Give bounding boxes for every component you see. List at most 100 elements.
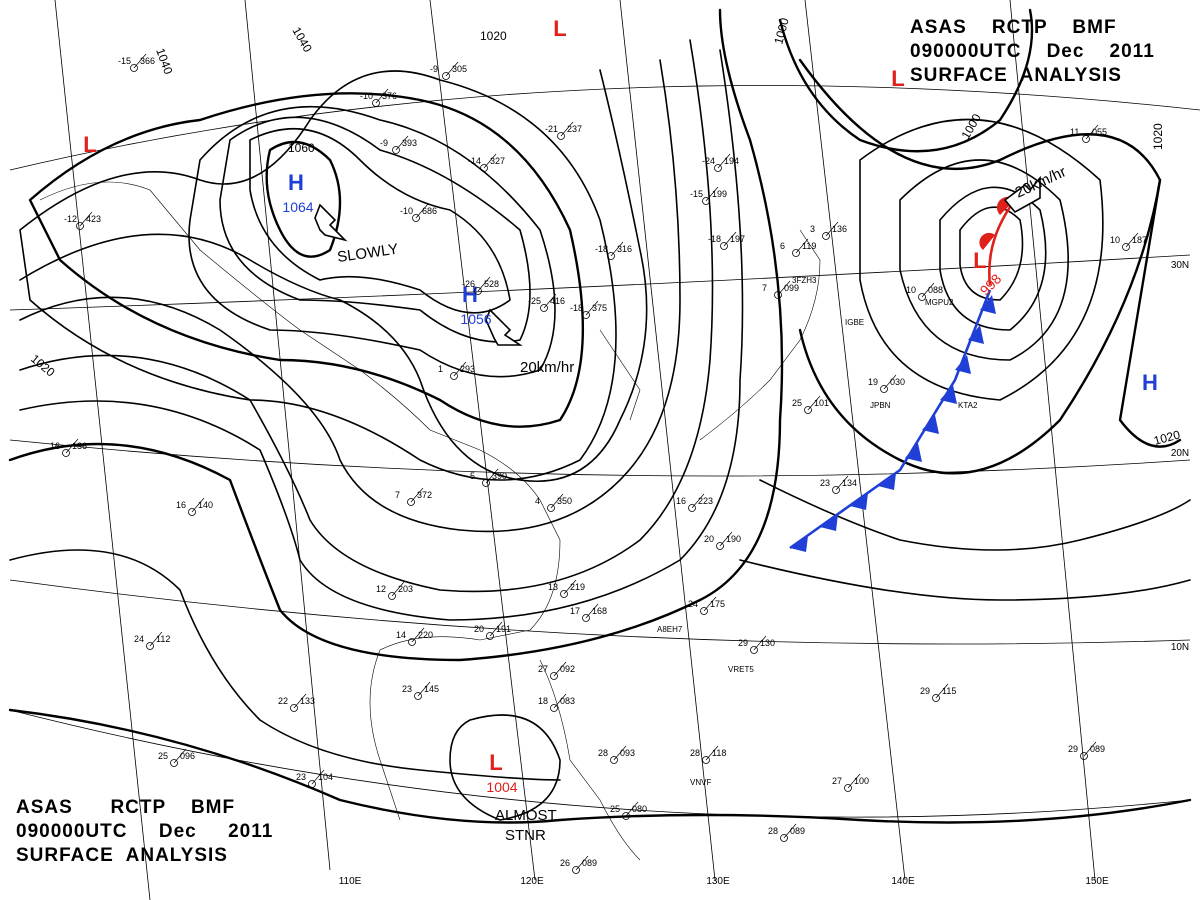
station-wind-barb: [391, 581, 405, 597]
map-labels: H1064H1056L998L1004LLLHSLOWLY20km/hr20km…: [28, 16, 1189, 887]
station-wind-barb: [575, 855, 589, 871]
station-wind-barb: [921, 282, 935, 298]
station-plot: -18 197: [708, 231, 745, 250]
station-temp: 10: [1110, 235, 1120, 245]
station-circle: [557, 132, 565, 140]
station-wind-barb: [445, 61, 459, 77]
station-pressure: 372: [417, 490, 432, 500]
pressure-center-value: 1064: [282, 199, 313, 215]
station-temp: -26: [462, 279, 475, 289]
isobar-1024: [19, 49, 744, 621]
station-temp: -25: [528, 296, 541, 306]
pressure-center-l: L: [553, 16, 566, 41]
station-circle: [76, 222, 84, 230]
pressure-center-h: H: [462, 282, 478, 307]
longitude-label: 120E: [520, 876, 544, 887]
station-temp: 24: [688, 599, 698, 609]
station-wind-barb: [825, 221, 839, 237]
station-wind-barb: [613, 745, 627, 761]
station-temp: 6: [780, 241, 785, 251]
arrow-slowly: [314, 203, 348, 242]
station-pressure: 101: [814, 398, 829, 408]
title-block-top: ASAS RCTP BMF 090000UTC Dec 2011 SURFACE…: [910, 16, 1155, 88]
station-wind-barb: [777, 280, 791, 296]
isobar-1012: [8, 708, 1192, 824]
front-pip: [980, 295, 996, 314]
station-temp: 10: [906, 285, 916, 295]
station-plot: 20 191: [474, 621, 511, 640]
station-temp: 28: [690, 748, 700, 758]
station-wind-barb: [563, 579, 577, 595]
station-circle: [1122, 243, 1130, 251]
station-wind-barb: [847, 773, 861, 789]
station-plot: 11 055: [1070, 124, 1107, 143]
coast-japan: [699, 229, 821, 441]
station-temp: 11: [1070, 127, 1079, 137]
station-plot: 29 130: [738, 635, 775, 654]
station-plot: 28 093: [598, 745, 635, 764]
title-line-3: SURFACE ANALYSIS: [16, 845, 228, 866]
isobar-1060: [265, 140, 342, 258]
station-plot: 28 089: [768, 823, 805, 842]
arrow-20kmhr-west: [485, 308, 523, 346]
front-pip: [955, 355, 971, 374]
station-wind-barb: [1125, 232, 1139, 248]
station-temp: -24: [702, 156, 715, 166]
station-circle: [822, 232, 830, 240]
station-wind-barb: [1085, 124, 1099, 140]
station-circle: [480, 164, 488, 172]
station-pressure: 375: [592, 303, 607, 313]
station-plot: 20 190: [704, 531, 741, 550]
station-plot: -18 375: [570, 300, 607, 319]
station-pressure: 104: [318, 772, 333, 782]
station-wind-barb: [191, 497, 205, 513]
station-wind-barb: [417, 681, 431, 697]
station-temp: -12: [64, 214, 77, 224]
longitude-label: 140E: [891, 876, 915, 887]
station-temp: 16: [676, 496, 686, 506]
ship-callsign: KTA2: [958, 401, 978, 410]
meridian-140e: [804, 0, 906, 881]
station-plot: 7 372: [395, 487, 432, 506]
station-temp: -10: [360, 91, 373, 101]
station-wind-barb: [795, 238, 809, 254]
longitude-label: 110E: [339, 876, 362, 887]
station-wind-barb: [717, 153, 731, 169]
station-wind-barb: [705, 745, 719, 761]
station-circle: [622, 812, 630, 820]
station-plot: 10 088: [906, 282, 943, 301]
station-pressure: 168: [592, 606, 607, 616]
station-temp: 14: [396, 630, 406, 640]
isobar-1016-south: [759, 479, 1191, 551]
station-circle: [1082, 135, 1090, 143]
station-pressure: 316: [617, 244, 632, 254]
title-line-3: SURFACE ANALYSIS: [910, 65, 1122, 86]
station-temp: 29: [1068, 744, 1078, 754]
front-pip: [905, 443, 922, 462]
station-plot: 10 187: [1110, 232, 1147, 251]
station-circle: [804, 406, 812, 414]
station-temp: 27: [832, 776, 842, 786]
isobar-1016: [9, 549, 561, 781]
station-temp: -9: [430, 64, 438, 74]
station-pressure: 237: [567, 124, 582, 134]
title-line-1: ASAS RCTP BMF: [910, 17, 1117, 38]
station-plot: 27 092: [538, 661, 575, 680]
station-temp: 16: [176, 500, 186, 510]
isobar-1008: [899, 159, 1069, 361]
station-pressure: 099: [784, 283, 799, 293]
station-wind-barb: [585, 300, 599, 316]
station-pressure: 190: [726, 534, 741, 544]
station-plot: 24 112: [134, 631, 170, 650]
station-circle: [880, 385, 888, 393]
title-block-bottom: ASAS RCTP BMF 090000UTC Dec 2011 SURFACE…: [16, 796, 273, 868]
station-pressure: 327: [490, 156, 505, 166]
station-temp: 13: [548, 582, 558, 592]
station-plot: -10 686: [400, 203, 437, 222]
arrow-20kmhr-east: [1003, 175, 1041, 214]
station-wind-barb: [311, 769, 325, 785]
station-pressure: 197: [730, 234, 745, 244]
pressure-center-value: 1004: [486, 779, 517, 795]
station-circle: [582, 311, 590, 319]
station-temp: 24: [134, 634, 144, 644]
